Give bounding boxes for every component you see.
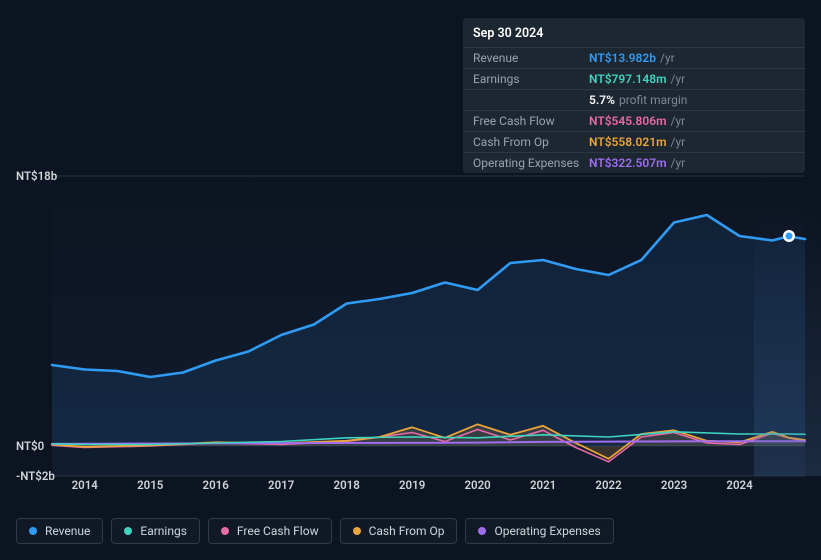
x-axis-label: 2017 — [268, 478, 294, 492]
tooltip-row-value: 5.7% — [589, 93, 615, 107]
legend-item-label: Cash From Op — [369, 524, 445, 538]
legend-item-earnings[interactable]: Earnings — [111, 518, 200, 544]
x-axis-label: 2024 — [726, 478, 752, 492]
legend-item-label: Revenue — [45, 524, 90, 538]
chart-svg — [52, 176, 805, 476]
legend: Revenue Earnings Free Cash Flow Cash From O… — [16, 518, 614, 544]
tooltip-row-label: Free Cash Flow — [473, 114, 589, 128]
chart-plot[interactable] — [52, 176, 805, 476]
tooltip-card: Sep 30 2024 RevenueNT$13.982b/yrEarnings… — [463, 18, 805, 173]
legend-item-revenue[interactable]: Revenue — [16, 518, 103, 544]
legend-item-cfo[interactable]: Cash From Op — [340, 518, 458, 544]
x-axis-label: 2023 — [661, 478, 687, 492]
x-axis-label: 2020 — [464, 478, 490, 492]
tooltip-row-value: NT$545.806m — [589, 114, 667, 128]
tooltip-date: Sep 30 2024 — [463, 24, 805, 47]
legend-dot-icon — [124, 527, 132, 535]
tooltip-row-label: Earnings — [473, 72, 589, 86]
y-axis-label: NT$0 — [16, 439, 50, 453]
x-axis-label: 2022 — [595, 478, 621, 492]
legend-item-label: Operating Expenses — [494, 524, 600, 538]
legend-dot-icon — [29, 527, 37, 535]
x-axis-label: 2015 — [137, 478, 163, 492]
x-axis-label: 2019 — [399, 478, 425, 492]
legend-dot-icon — [353, 527, 361, 535]
y-axis-label: NT$18b — [16, 169, 50, 183]
x-axis-labels: 2014 2015 2016 2017 2018 2019 2020 2021 2022 2023… — [52, 478, 805, 498]
y-axis-label: -NT$2b — [16, 469, 50, 483]
tooltip-row-unit: /yr — [671, 135, 686, 149]
tooltip-row: .5.7%profit margin — [463, 89, 805, 110]
chart-container: 2014 2015 2016 2017 2018 2019 2020 2021 2022 2023… — [16, 158, 805, 498]
legend-item-fcf[interactable]: Free Cash Flow — [208, 518, 332, 544]
tooltip-row-value: NT$797.148m — [589, 72, 667, 86]
x-axis-label: 2014 — [72, 478, 98, 492]
tooltip-row: EarningsNT$797.148m/yr — [463, 68, 805, 89]
legend-dot-icon — [221, 527, 229, 535]
x-axis-label: 2021 — [530, 478, 556, 492]
tooltip-row: Free Cash FlowNT$545.806m/yr — [463, 110, 805, 131]
legend-item-opex[interactable]: Operating Expenses — [465, 518, 613, 544]
x-axis-label: 2018 — [334, 478, 360, 492]
x-axis-label: 2016 — [203, 478, 229, 492]
legend-item-label: Free Cash Flow — [237, 524, 319, 538]
legend-item-label: Earnings — [140, 524, 187, 538]
tooltip-row-unit: /yr — [671, 114, 686, 128]
tooltip-row-unit: /yr — [671, 72, 686, 86]
tooltip-row-value: NT$13.982b — [589, 51, 656, 65]
tooltip-row-unit: /yr — [660, 51, 675, 65]
marker-dot — [783, 230, 795, 242]
tooltip-row: Cash From OpNT$558.021m/yr — [463, 131, 805, 152]
tooltip-row: RevenueNT$13.982b/yr — [463, 47, 805, 68]
legend-dot-icon — [478, 527, 486, 535]
tooltip-row-label: Cash From Op — [473, 135, 589, 149]
tooltip-row-label: Revenue — [473, 51, 589, 65]
tooltip-row-sub: profit margin — [619, 93, 687, 107]
tooltip-row-value: NT$558.021m — [589, 135, 667, 149]
